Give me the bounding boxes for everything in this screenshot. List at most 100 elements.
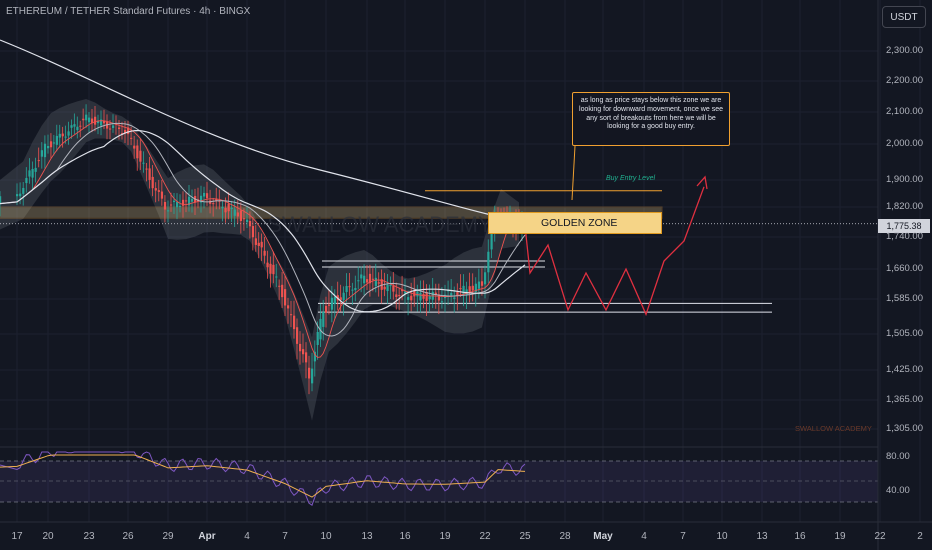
price-tick-label: 2,100.00 xyxy=(886,106,923,117)
candle-body xyxy=(109,128,112,130)
rsi-pane xyxy=(0,451,878,506)
moving-average-line xyxy=(0,120,526,358)
candle-body xyxy=(398,294,401,296)
candle-body xyxy=(305,352,308,363)
time-tick-label: 22 xyxy=(479,531,491,542)
note-callout[interactable]: as long as price stays below this zone w… xyxy=(572,92,730,146)
candle-body xyxy=(484,272,487,285)
candle-body xyxy=(407,297,410,300)
candle-body xyxy=(333,296,336,305)
time-tick-label: 26 xyxy=(122,531,134,542)
candle-body xyxy=(389,285,392,287)
long-moving-average xyxy=(0,39,541,226)
candle-body xyxy=(79,125,82,127)
symbol-title[interactable]: ETHEREUM / TETHER Standard Futures · 4h … xyxy=(6,6,251,17)
currency-button[interactable]: USDT xyxy=(882,6,926,28)
candle-body xyxy=(453,297,456,299)
candle-body xyxy=(330,297,334,310)
moving-averages xyxy=(0,39,541,358)
candle-body xyxy=(371,278,375,280)
golden-zone-label[interactable]: GOLDEN ZONE xyxy=(488,212,662,234)
candle-body xyxy=(287,305,290,309)
candle-body xyxy=(43,143,47,158)
candle-body xyxy=(22,188,25,194)
candle-body xyxy=(293,315,296,330)
candle-body xyxy=(67,131,70,136)
candle-body xyxy=(85,114,88,121)
note-connector xyxy=(571,145,576,201)
candle-body xyxy=(200,195,203,203)
price-tick-label: 1,820.00 xyxy=(886,201,923,212)
time-tick-label: 2 xyxy=(917,531,923,542)
candle-body xyxy=(462,285,465,294)
candle-body xyxy=(130,137,133,139)
candle-body xyxy=(490,229,493,250)
candle-body xyxy=(170,204,173,206)
candle-body xyxy=(88,117,91,123)
candle-body xyxy=(94,116,97,125)
candlesticks xyxy=(0,104,524,395)
candle-body xyxy=(311,368,314,384)
candle-body xyxy=(133,145,136,149)
candle-body xyxy=(325,305,328,313)
candle-body xyxy=(281,284,284,298)
price-tick-label: 1,425.00 xyxy=(886,364,923,375)
candle-body xyxy=(419,292,422,301)
rsi-tick-label: 80.00 xyxy=(886,451,910,462)
candle-body xyxy=(230,207,233,210)
candle-body xyxy=(182,199,185,206)
candle-body xyxy=(363,275,366,284)
candle-body xyxy=(64,136,67,138)
price-projection xyxy=(524,175,708,317)
candle-body xyxy=(212,203,215,205)
candle-body xyxy=(440,301,444,303)
price-tick-label: 2,000.00 xyxy=(886,138,923,149)
candle-body xyxy=(380,279,383,290)
candle-body xyxy=(100,119,103,126)
candle-body xyxy=(173,200,176,203)
candle-body xyxy=(167,210,170,212)
candle-body xyxy=(383,286,386,290)
candle-body xyxy=(302,349,305,355)
candle-body xyxy=(31,168,34,178)
candle-body xyxy=(269,263,272,274)
candle-body xyxy=(16,194,19,197)
candle-body xyxy=(450,292,453,296)
candle-body xyxy=(70,125,73,128)
candle-body xyxy=(151,176,154,189)
time-tick-label: 19 xyxy=(439,531,451,542)
time-tick-label: 17 xyxy=(11,531,23,542)
bollinger-bands xyxy=(0,99,519,421)
candle-body xyxy=(76,126,79,131)
candle-body xyxy=(103,120,106,124)
candle-body xyxy=(278,285,281,287)
candle-body xyxy=(47,145,50,149)
candle-body xyxy=(368,273,372,284)
candle-body xyxy=(127,127,130,135)
candle-body xyxy=(246,219,249,223)
candle-body xyxy=(25,177,28,184)
candle-body xyxy=(319,318,322,340)
signature-label: SWALLOW ACADEMY xyxy=(795,424,872,433)
candle-body xyxy=(121,133,124,135)
time-tick-label: 20 xyxy=(42,531,54,542)
time-tick-label: 7 xyxy=(282,531,288,542)
candle-body xyxy=(139,150,142,162)
candle-body xyxy=(260,241,263,248)
candle-body xyxy=(142,162,145,164)
candle-body xyxy=(221,206,224,209)
candle-body xyxy=(351,289,354,291)
candle-body xyxy=(345,286,348,293)
time-tick-label: 23 xyxy=(83,531,95,542)
price-tick-label: 1,505.00 xyxy=(886,328,923,339)
candle-body xyxy=(257,242,260,246)
time-tick-label: 19 xyxy=(834,531,846,542)
price-zones xyxy=(0,145,878,313)
candle-body xyxy=(410,295,413,301)
candle-body xyxy=(188,196,191,206)
candle-body xyxy=(34,167,37,172)
projection-arrow-icon xyxy=(696,175,708,190)
candle-body xyxy=(61,133,64,137)
